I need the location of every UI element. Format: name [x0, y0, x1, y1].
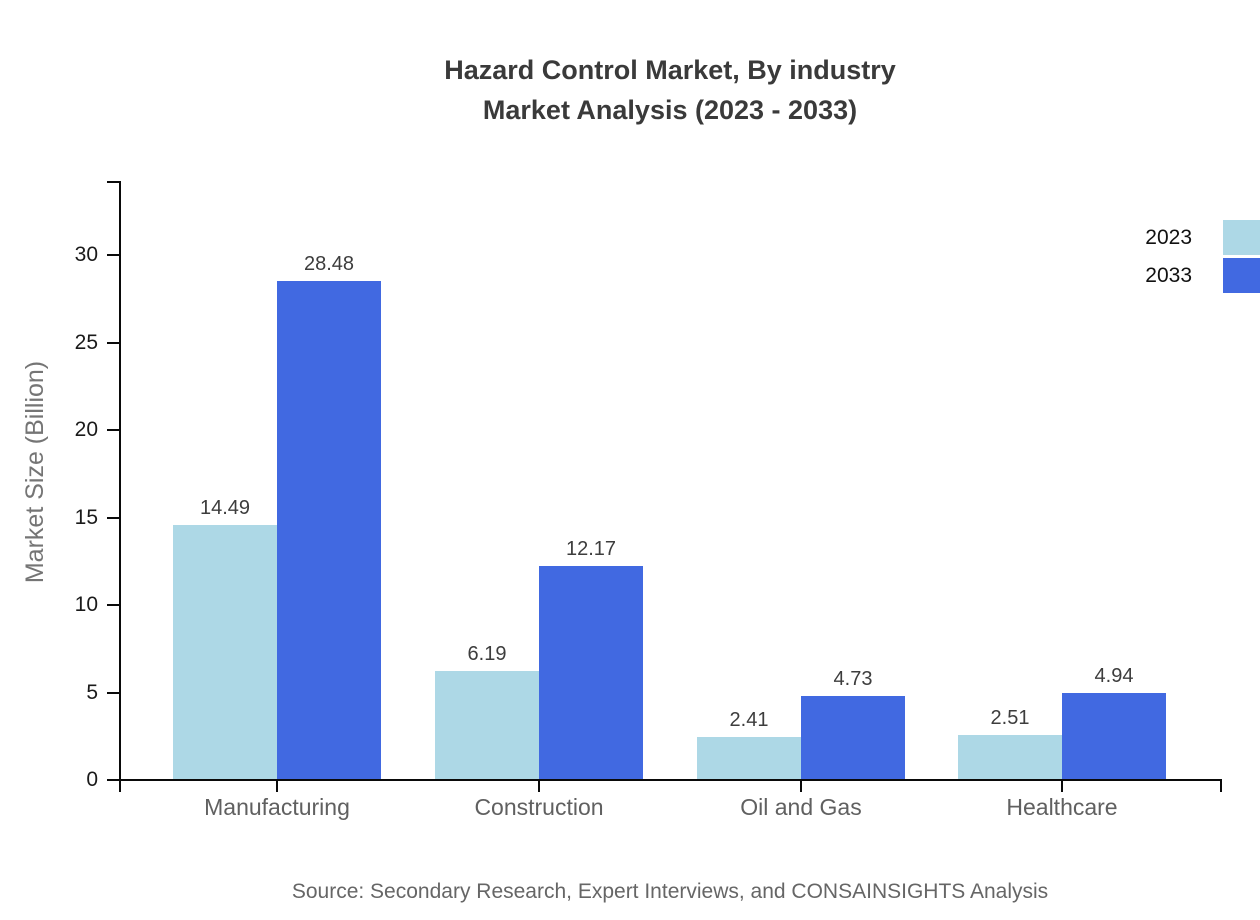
value-label-2023-manufacturing: 14.49 — [199, 497, 251, 519]
y-tick-mark — [107, 692, 119, 694]
bar-2023-oil-and-gas — [697, 737, 801, 779]
bar-2033-healthcare — [1062, 693, 1166, 779]
bar-2023-manufacturing — [173, 525, 277, 779]
x-axis-end-cap — [1220, 779, 1222, 792]
y-tick-mark — [107, 517, 119, 519]
x-axis-line — [119, 779, 1222, 781]
chart-title: Hazard Control Market, By industry Marke… — [80, 50, 1260, 130]
bar-2023-construction — [435, 671, 539, 779]
y-tick-label: 30 — [74, 243, 98, 266]
bar-2033-manufacturing — [277, 281, 381, 779]
value-label-2033-manufacturing: 28.48 — [303, 253, 355, 275]
value-label-2023-oil-and-gas: 2.41 — [729, 709, 769, 731]
y-axis-title: Market Size (Billion) — [21, 360, 49, 584]
y-tick-label: 15 — [74, 506, 98, 529]
chart-title-line2: Market Analysis (2023 - 2033) — [482, 95, 858, 125]
y-tick-mark — [107, 429, 119, 431]
y-tick-mark — [107, 254, 119, 256]
x-tick-mark — [1061, 779, 1063, 792]
bar-2033-construction — [539, 566, 643, 779]
y-tick-label: 10 — [74, 593, 98, 616]
x-category-label-healthcare: Healthcare — [1006, 794, 1118, 820]
x-tick-mark — [276, 779, 278, 792]
x-category-label-oil-and-gas: Oil and Gas — [740, 794, 862, 820]
x-tick-mark — [800, 779, 802, 792]
y-tick-mark — [107, 604, 119, 606]
y-tick-label: 20 — [74, 418, 98, 441]
value-label-2033-healthcare: 4.94 — [1094, 665, 1134, 687]
value-label-2023-healthcare: 2.51 — [990, 707, 1030, 729]
legend-label-2033: 2033 — [1145, 264, 1192, 287]
value-label-2033-oil-and-gas: 4.73 — [833, 668, 873, 690]
chart-title-line1: Hazard Control Market, By industry — [444, 55, 896, 85]
y-tick-label: 0 — [86, 768, 98, 791]
legend-swatch-2033 — [1223, 258, 1260, 293]
bar-2023-healthcare — [958, 735, 1062, 779]
y-axis-end-cap — [107, 181, 119, 183]
x-tick-mark — [538, 779, 540, 792]
source-note: Source: Secondary Research, Expert Inter… — [291, 880, 1049, 903]
y-tick-mark — [107, 779, 119, 781]
value-label-2033-construction: 12.17 — [565, 538, 617, 560]
y-tick-mark — [107, 342, 119, 344]
x-category-label-manufacturing: Manufacturing — [204, 794, 350, 820]
y-tick-label: 5 — [86, 681, 98, 704]
legend-swatch-2023 — [1223, 220, 1260, 255]
y-axis-line — [119, 181, 121, 792]
y-tick-label: 25 — [74, 331, 98, 354]
value-label-2023-construction: 6.19 — [467, 643, 507, 665]
x-category-label-construction: Construction — [474, 794, 604, 820]
legend-label-2023: 2023 — [1145, 226, 1192, 249]
bar-2033-oil-and-gas — [801, 696, 905, 779]
